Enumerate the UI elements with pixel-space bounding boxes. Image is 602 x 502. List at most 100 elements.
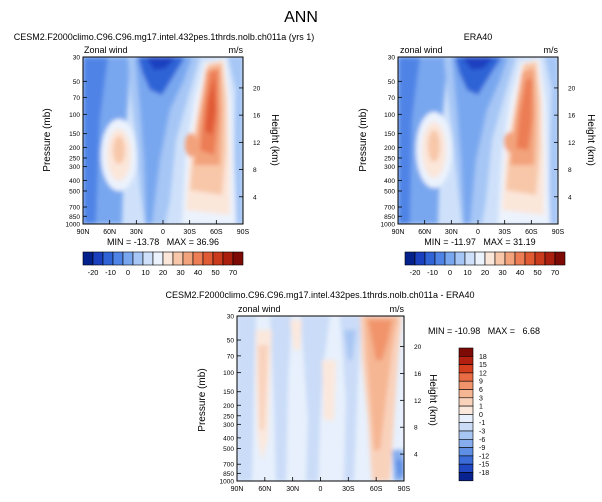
height-tick-label: 8 (568, 167, 572, 174)
colorbar-label: 0 (126, 268, 130, 277)
panel-era40-title: ERA40 (464, 32, 493, 42)
y-tick-label: 400 (223, 435, 234, 442)
y-tick-label: 50 (388, 79, 396, 86)
y-tick-label: 50 (227, 338, 235, 345)
x-tick-label: 30S (342, 486, 355, 493)
y-tick-label: 500 (223, 446, 234, 453)
colorbar-label: 30 (176, 268, 184, 277)
colorbar-label: 50 (211, 268, 219, 277)
colorbar-label: -20 (88, 268, 99, 277)
y-tick-label: 200 (223, 403, 234, 410)
colorbar-swatch (494, 251, 506, 266)
panel-model-ylabel-right: Height (km) (269, 114, 280, 166)
colorbar-model: -20 -10 0 10 20 30 40 50 70 (82, 251, 244, 277)
colorbar-swatch (464, 251, 476, 266)
panel-diff-field (237, 316, 404, 481)
y-tick-label: 70 (388, 95, 396, 102)
colorbar-label: 12 (479, 370, 487, 377)
height-tick-label: 16 (414, 371, 422, 378)
colorbar-swatch (222, 251, 234, 266)
y-tick-label: 1000 (220, 479, 235, 486)
y-tick-label: 150 (69, 131, 80, 138)
y-tick-label: 100 (223, 370, 234, 377)
x-tick-label: 0 (161, 229, 165, 236)
colorbar-label: 9 (479, 379, 483, 386)
colorbar-swatch (122, 251, 134, 266)
x-tick-label: 60S (370, 486, 383, 493)
panel-era40-height-ticks: 20 16 12 8 4 (554, 85, 576, 201)
panel-era40-x-ticks: 90N 60N 30N 0 30S 60S 90S (392, 220, 565, 236)
colorbar-label: -1 (479, 420, 485, 427)
height-tick-label: 12 (414, 398, 422, 405)
colorbar-swatch (458, 447, 474, 457)
colorbar-swatch (458, 380, 474, 390)
colorbar-swatch (544, 251, 556, 266)
colorbar-swatch (102, 251, 114, 266)
x-tick-label: 30N (445, 229, 458, 236)
panel-era40-ylabel: Pressure (mb) (358, 108, 369, 171)
colorbar-label: 50 (533, 268, 541, 277)
x-tick-label: 0 (476, 229, 480, 236)
colorbar-swatch (554, 251, 566, 266)
colorbar-label: -3 (479, 429, 485, 436)
panel-diff-height-ticks: 20 16 12 8 4 (400, 344, 422, 459)
colorbar-label: 20 (159, 268, 167, 277)
panel-diff-stats: MIN = -10.98 MAX = 6.68 (428, 326, 540, 336)
colorbar-swatch (82, 251, 94, 266)
height-tick-label: 16 (253, 113, 261, 120)
colorbar-label: 40 (194, 268, 202, 277)
x-tick-label: 60S (525, 229, 538, 236)
y-tick-label: 100 (69, 112, 80, 119)
colorbar-label: 20 (481, 268, 489, 277)
colorbar-swatch (182, 251, 194, 266)
colorbar-label: 70 (551, 268, 559, 277)
colorbar-swatch (458, 430, 474, 440)
colorbar-swatch (458, 372, 474, 382)
x-tick-label: 0 (319, 486, 323, 493)
colorbar-swatch (458, 405, 474, 415)
colorbar-swatch (458, 438, 474, 448)
y-tick-label: 150 (223, 389, 234, 396)
panel-diff-units: m/s (390, 304, 405, 314)
colorbar-swatch (414, 251, 426, 266)
colorbar-label: -18 (479, 470, 489, 477)
colorbar-era40: -20 -10 0 10 20 30 40 50 70 (404, 251, 566, 277)
colorbar-swatch (458, 355, 474, 365)
y-tick-label: 300 (69, 164, 80, 171)
height-tick-label: 8 (414, 425, 418, 432)
y-tick-label: 70 (227, 353, 235, 360)
panel-model-title: CESM2.F2000climo.C96.C96.mg17.intel.432p… (14, 32, 315, 42)
colorbar-swatch (458, 463, 474, 473)
panel-era40-stats: MIN = -11.97 MAX = 31.19 (424, 237, 535, 247)
colorbar-swatch (444, 251, 456, 266)
x-tick-label: 90N (77, 229, 90, 236)
colorbar-label: 10 (141, 268, 149, 277)
colorbar-swatch (484, 251, 496, 266)
panel-era40-variable: zonal wind (400, 45, 443, 55)
y-tick-label: 700 (69, 205, 80, 212)
colorbar-label: -6 (479, 437, 485, 444)
colorbar-swatch (458, 364, 474, 374)
panel-model-units: m/s (229, 45, 244, 55)
colorbar-swatch (458, 347, 474, 357)
height-tick-label: 12 (568, 140, 576, 147)
colorbar-swatch (514, 251, 526, 266)
panel-era40-units: m/s (544, 45, 559, 55)
y-tick-label: 500 (384, 188, 395, 195)
colorbar-swatch (162, 251, 174, 266)
x-tick-label: 30S (183, 229, 196, 236)
panel-era40: ERA40 zonal wind m/s (358, 32, 596, 247)
x-tick-label: 90S (552, 229, 565, 236)
y-tick-label: 850 (223, 471, 234, 478)
colorbar-swatch (424, 251, 436, 266)
colorbar-swatch (458, 414, 474, 423)
y-tick-label: 150 (384, 131, 395, 138)
y-tick-label: 400 (384, 178, 395, 185)
height-tick-label: 4 (253, 194, 257, 201)
panel-model-field (83, 57, 243, 224)
colorbar-label: 15 (479, 362, 487, 369)
x-tick-label: 60N (258, 486, 271, 493)
height-tick-label: 16 (568, 113, 576, 120)
